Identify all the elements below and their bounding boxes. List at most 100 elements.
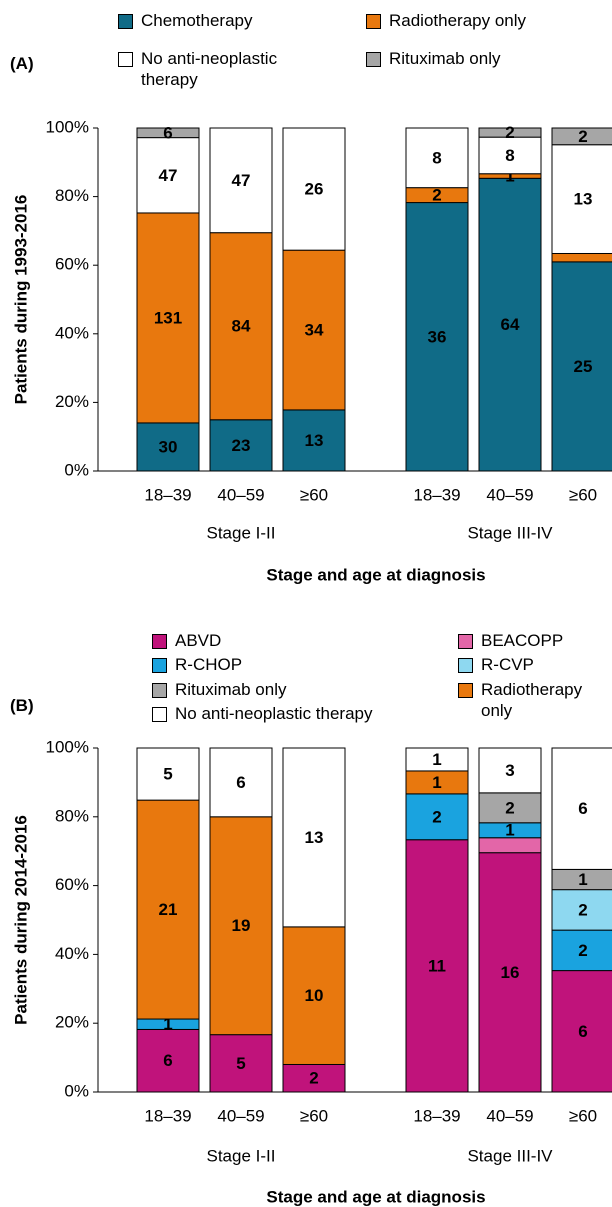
bar-segment — [405, 747, 469, 772]
data-label: 6 — [578, 1022, 587, 1041]
data-label: 6 — [163, 1051, 172, 1070]
bar-segment — [282, 409, 346, 472]
bar-segment — [136, 127, 200, 139]
bar-segment — [551, 252, 612, 263]
legend-swatch — [458, 658, 473, 673]
legend-label: Rituximab only — [389, 49, 501, 68]
legend-swatch — [152, 658, 167, 673]
legend-label: Radiotherapy only — [481, 680, 583, 720]
data-label: 26 — [305, 180, 324, 199]
data-label: 2 — [578, 941, 587, 960]
data-label: 5 — [163, 765, 172, 784]
legend-item: No anti-neoplastic therapy — [152, 703, 432, 724]
data-label: 6 — [578, 799, 587, 818]
bar-segment — [282, 926, 346, 1065]
data-label: 8 — [432, 148, 441, 167]
bar-segment — [209, 1034, 273, 1093]
group-label: Stage III-IV — [467, 1146, 553, 1165]
bar-segment — [136, 1028, 200, 1093]
y-tick-label: 40% — [55, 944, 89, 963]
bar-segment — [551, 747, 612, 870]
bar-segment — [209, 816, 273, 1036]
legend-swatch — [118, 52, 133, 67]
bar-segment — [282, 127, 346, 251]
legend-label: No anti-neoplastic therapy — [175, 704, 373, 723]
legend-item: BEACOPP — [458, 630, 608, 651]
bar-segment — [478, 747, 542, 794]
y-tick-label: 100% — [46, 737, 89, 756]
legend-item: Radiotherapy only — [366, 10, 596, 31]
legend-swatch — [152, 683, 167, 698]
legend-item: No anti-neoplastic therapy — [118, 48, 318, 90]
data-label: 47 — [159, 166, 178, 185]
legend-swatch — [366, 14, 381, 29]
x-tick-label: ≥60 — [300, 1106, 328, 1125]
y-axis-title: Patients during 1993-2016 — [11, 195, 30, 405]
data-label: 34 — [305, 321, 324, 340]
bar-segment — [209, 127, 273, 234]
legend-label: Chemotherapy — [141, 11, 253, 30]
data-label: 47 — [232, 171, 251, 190]
data-label: 1 — [505, 167, 514, 186]
bar-segment — [136, 747, 200, 801]
bar-segment — [136, 137, 200, 214]
y-tick-label: 80% — [55, 806, 89, 825]
y-tick-label: 60% — [55, 255, 89, 274]
legend-item: R-CVP — [458, 654, 608, 675]
x-tick-label: 40–59 — [217, 485, 264, 504]
bar-segment — [551, 261, 612, 472]
panel-label: (B) — [10, 696, 34, 715]
legend-label: ABVD — [175, 631, 222, 650]
data-label: 64 — [501, 315, 520, 334]
data-label: 16 — [501, 963, 520, 982]
bar-segment — [478, 127, 542, 138]
x-tick-label: ≥60 — [569, 485, 597, 504]
data-label: 2 — [505, 123, 514, 142]
data-label: 6 — [236, 773, 245, 792]
bar-segment — [405, 202, 469, 472]
y-tick-label: 100% — [46, 117, 89, 136]
bar-segment — [136, 212, 200, 424]
y-tick-label: 0% — [64, 460, 89, 479]
data-label: 1 — [578, 870, 587, 889]
y-tick-label: 20% — [55, 392, 89, 411]
data-label: 1 — [432, 773, 441, 792]
data-label: 84 — [232, 317, 251, 336]
data-label: 8 — [505, 146, 514, 165]
bar-segment — [282, 747, 346, 928]
bar-segment — [551, 970, 612, 1093]
data-label: 1 — [432, 750, 441, 769]
legend-label: Radiotherapy only — [389, 11, 527, 30]
legend-swatch — [152, 707, 167, 722]
bar-segment — [551, 929, 612, 972]
x-tick-label: 40–59 — [486, 485, 533, 504]
data-label: 10 — [305, 986, 324, 1005]
group-label: Stage I-II — [207, 523, 276, 542]
x-axis-title: Stage and age at diagnosis — [266, 1187, 485, 1206]
x-tick-label: 18–39 — [144, 1106, 191, 1125]
x-tick-label: 18–39 — [413, 485, 460, 504]
data-label: 6 — [163, 123, 172, 142]
data-label: 23 — [232, 436, 251, 455]
bar-segment — [405, 839, 469, 1093]
legend-swatch — [118, 14, 133, 29]
bar-segment — [478, 837, 542, 854]
x-tick-label: ≥60 — [569, 1106, 597, 1125]
data-label: 131 — [154, 308, 182, 327]
legend-item: Chemotherapy — [118, 10, 338, 31]
bar-segment — [209, 232, 273, 421]
data-label: 1 — [505, 821, 514, 840]
data-label: 36 — [428, 327, 447, 346]
bar-segment — [405, 127, 469, 189]
y-tick-label: 40% — [55, 323, 89, 342]
legend-item: ABVD — [152, 630, 432, 651]
group-label: Stage III-IV — [467, 523, 553, 542]
x-tick-label: 18–39 — [144, 485, 191, 504]
data-label: 2 — [578, 127, 587, 146]
legend-swatch — [458, 683, 473, 698]
legend-swatch — [458, 634, 473, 649]
legend-swatch — [366, 52, 381, 67]
y-tick-label: 20% — [55, 1013, 89, 1032]
y-tick-label: 0% — [64, 1081, 89, 1100]
